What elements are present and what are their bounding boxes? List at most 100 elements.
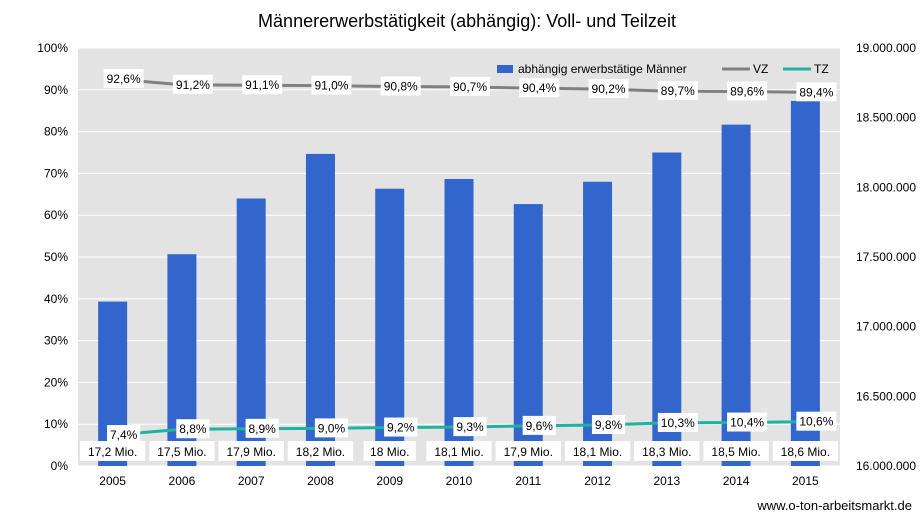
- y-left-tick-label: 10%: [44, 417, 68, 431]
- line-label-box: [107, 425, 141, 445]
- bar-label-box: [149, 441, 215, 461]
- bar-label-box: [363, 441, 416, 461]
- bar-data-label: 18,6 Mio.: [781, 445, 830, 459]
- y-left-tick-label: 90%: [44, 83, 68, 97]
- line-data-label: 89,6%: [730, 84, 764, 98]
- y-left-tick-label: 40%: [44, 292, 68, 306]
- line-data-label: 10,3%: [661, 416, 695, 430]
- bar-label-box: [287, 441, 354, 461]
- y-left-tick-label: 0%: [51, 459, 69, 473]
- bar: [790, 100, 820, 467]
- line-label-box: [176, 419, 210, 439]
- x-tick-label: 2012: [584, 474, 611, 488]
- x-tick-label: 2013: [653, 474, 680, 488]
- y-left-tick-label: 20%: [44, 375, 68, 389]
- bar: [305, 153, 335, 467]
- bar-label-box: [772, 441, 839, 461]
- line-data-label: 9,0%: [318, 421, 346, 435]
- x-tick-label: 2008: [307, 474, 334, 488]
- line-data-label: 9,8%: [595, 418, 623, 432]
- line-data-label: 9,6%: [526, 419, 554, 433]
- line-label-box: [311, 75, 352, 95]
- y-right-tick-label: 18.500.000: [856, 111, 916, 125]
- line-data-label: 8,8%: [179, 422, 207, 436]
- line-data-label: 91,0%: [314, 79, 348, 93]
- bar-data-label: 18,5 Mio.: [711, 445, 760, 459]
- line-label-box: [380, 76, 421, 96]
- line-label-box: [657, 412, 698, 432]
- bar-label-box: [495, 441, 561, 461]
- bar: [721, 124, 751, 466]
- bar-data-label: 18,1 Mio.: [434, 445, 483, 459]
- bar-data-label: 17,2 Mio.: [88, 445, 137, 459]
- bar-data-label: 17,5 Mio.: [157, 445, 206, 459]
- line-label-box: [591, 415, 626, 435]
- x-axis: 2005 2006 2007 2008 2009 2010 2011 2012 2013 2014…: [99, 474, 819, 488]
- bar-data-label: 17,9 Mio.: [504, 445, 553, 459]
- x-tick-label: 2011: [515, 474, 541, 488]
- legend: abhängig erwerbstätige Männer VZ TZ: [497, 62, 829, 76]
- x-tick-label: 2014: [723, 474, 750, 488]
- line-data-label: 89,7%: [661, 84, 695, 98]
- line-label-box: [727, 81, 768, 101]
- line-label-box: [796, 82, 837, 102]
- x-tick-label: 2010: [446, 474, 473, 488]
- line-data-label: 89,4%: [799, 85, 833, 99]
- line-data-label: 10,4%: [730, 416, 764, 430]
- line-data-label: 8,9%: [249, 422, 277, 436]
- line-label-box: [314, 418, 349, 438]
- y-right-tick-label: 19.000.000: [856, 41, 916, 55]
- x-tick-label: 2009: [376, 474, 403, 488]
- line-label-box: [172, 74, 213, 94]
- line-data-label: 90,7%: [453, 80, 487, 94]
- line-label-box: [657, 81, 698, 101]
- bar-label-box: [79, 441, 146, 461]
- bar-label-box: [218, 441, 284, 461]
- y-left-tick-label: 70%: [44, 166, 68, 180]
- y-left-tick-label: 80%: [44, 125, 68, 139]
- y-axis-left: 0% 10% 20% 30% 40% 50% 60% 70% 80% 90% 100%: [37, 41, 68, 473]
- bar-label-box: [634, 441, 700, 461]
- line-data-label: 7,4%: [110, 428, 138, 442]
- y-left-tick-label: 60%: [44, 208, 68, 222]
- line-label-box: [522, 415, 556, 435]
- line-label-box: [588, 78, 629, 98]
- bar-data-label: 17,9 Mio.: [227, 445, 276, 459]
- bar-label-box: [426, 441, 492, 461]
- legend-label: TZ: [814, 62, 829, 76]
- y-left-tick-label: 100%: [37, 41, 68, 55]
- bar-data-label: 18 Mio.: [370, 445, 409, 459]
- line-label-box: [242, 75, 283, 95]
- bar-label-box: [703, 441, 769, 461]
- y-axis-right: 16.000.000 16.500.000 17.000.000 17.500.000…: [856, 41, 916, 473]
- line-data-label: 90,2%: [592, 82, 626, 96]
- line-label-box: [796, 411, 837, 431]
- x-tick-label: 2005: [99, 474, 126, 488]
- y-right-tick-label: 18.000.000: [856, 180, 916, 194]
- line-data-label: 92,6%: [107, 72, 141, 86]
- line-label-box: [384, 417, 418, 437]
- line-label-box: [727, 412, 768, 432]
- line-label-box: [453, 417, 487, 437]
- bar-data-label: 18,1 Mio.: [573, 445, 622, 459]
- source-text: www.o-ton-arbeitsmarkt.de: [756, 498, 912, 513]
- line-data-label: 90,4%: [522, 81, 556, 95]
- x-tick-label: 2015: [792, 474, 819, 488]
- line-label-box: [103, 68, 144, 88]
- bar-label-box: [564, 441, 631, 461]
- legend-label: abhängig erwerbstätige Männer: [518, 62, 687, 76]
- bar-data-label: 18,2 Mio.: [296, 445, 345, 459]
- line-label-box: [245, 418, 279, 438]
- legend-swatch-bar: [497, 65, 513, 73]
- y-right-tick-label: 17.000.000: [856, 320, 916, 334]
- line-data-label: 90,8%: [384, 79, 418, 93]
- legend-label: VZ: [753, 62, 768, 76]
- line-data-label: 9,2%: [387, 421, 415, 435]
- y-left-tick-label: 30%: [44, 334, 68, 348]
- line-data-label: 10,6%: [799, 415, 833, 429]
- y-right-tick-label: 16.000.000: [856, 459, 916, 473]
- line-data-label: 91,2%: [176, 78, 210, 92]
- line-series: 92,6% 91,2% 91,1% 91,0% 90,8% 90,7% 90,4% 90,2%…: [103, 68, 837, 445]
- bar-data-label: 18,3 Mio.: [642, 445, 691, 459]
